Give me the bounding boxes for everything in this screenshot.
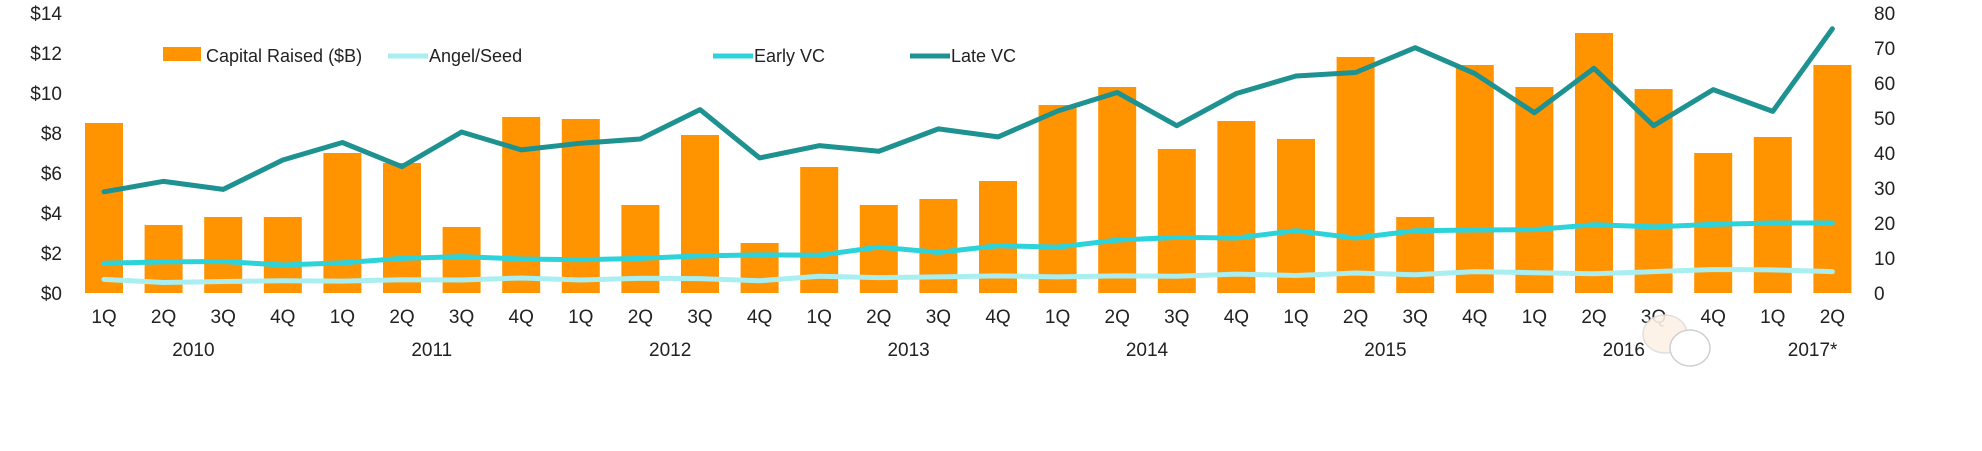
x-tick-label: 4Q <box>1701 307 1726 328</box>
x-year-label: 2013 <box>887 340 929 361</box>
x-tick-label: 2Q <box>1820 307 1845 328</box>
x-tick-label: 1Q <box>330 307 355 328</box>
x-tick-label: 4Q <box>270 307 295 328</box>
y-left-tick-label: $0 <box>41 284 62 305</box>
x-tick-label: 3Q <box>1164 307 1189 328</box>
y-left-tick-label: $2 <box>41 244 62 265</box>
wechat-icon <box>1642 314 1711 367</box>
x-year-label: 2014 <box>1126 340 1169 361</box>
x-tick-label: 1Q <box>1045 307 1070 328</box>
bar-capital-raised <box>442 227 481 293</box>
x-tick-label: 4Q <box>509 307 534 328</box>
bar-capital-raised <box>1098 87 1137 293</box>
y-right-tick-label: 60 <box>1874 74 1895 95</box>
x-tick-label: 3Q <box>687 307 712 328</box>
x-tick-label: 4Q <box>1462 307 1487 328</box>
y-left-tick-label: $12 <box>30 44 62 65</box>
bar-capital-raised <box>800 167 839 293</box>
bar-capital-raised <box>681 135 719 293</box>
x-tick-label: 1Q <box>1760 307 1785 328</box>
x-tick-label: 2Q <box>1105 307 1130 328</box>
y-right-tick-label: 70 <box>1874 39 1895 60</box>
x-tick-label: 1Q <box>1522 307 1547 328</box>
y-left-tick-label: $6 <box>41 164 62 185</box>
x-tick-label: 3Q <box>211 307 236 328</box>
x-tick-label: 1Q <box>807 307 832 328</box>
bar-capital-raised <box>561 119 600 293</box>
bar-capital-raised <box>1813 65 1852 293</box>
x-tick-label: 2Q <box>866 307 891 328</box>
x-tick-label: 3Q <box>1403 307 1428 328</box>
y-left-tick-label: $8 <box>41 124 62 145</box>
y-right-tick-label: 80 <box>1874 4 1895 25</box>
bar-capital-raised <box>1575 33 1613 293</box>
watermark-bubble <box>1669 329 1711 367</box>
legend-swatch-bar <box>163 47 201 61</box>
y-left-tick-label: $10 <box>30 84 62 105</box>
x-tick-label: 3Q <box>449 307 474 328</box>
x-year-label: 2016 <box>1603 340 1645 361</box>
x-tick-label: 1Q <box>568 307 593 328</box>
bar-capital-raised <box>1455 65 1494 293</box>
x-tick-label: 1Q <box>1283 307 1308 328</box>
bar-capital-raised <box>1515 87 1554 293</box>
x-tick-label: 1Q <box>91 307 116 328</box>
legend: Capital Raised ($B) Angel/Seed Early VC Lat… <box>163 46 1016 66</box>
bar-capital-raised <box>323 153 362 293</box>
bar-capital-raised <box>1038 105 1077 293</box>
y-right-tick-label: 20 <box>1874 214 1895 235</box>
x-tick-label: 3Q <box>926 307 951 328</box>
legend-label: Late VC <box>951 46 1016 66</box>
y-right-tick-label: 10 <box>1874 249 1895 270</box>
x-year-label: 2010 <box>172 340 214 361</box>
x-tick-label: 2Q <box>1343 307 1368 328</box>
x-tick-label: 4Q <box>747 307 772 328</box>
x-tick-label: 4Q <box>1224 307 1249 328</box>
x-year-label: 2011 <box>411 340 452 361</box>
legend-label: Early VC <box>754 46 825 66</box>
bar-capital-raised <box>1277 139 1315 293</box>
line-early-vc <box>101 220 1835 268</box>
bar-capital-raised <box>383 163 421 293</box>
bar-capital-raised <box>1336 57 1375 293</box>
line-angel-seed <box>101 267 1835 285</box>
y-left-tick-label: $4 <box>41 204 63 225</box>
bar-capital-raised <box>740 243 779 293</box>
y-left-tick-label: $14 <box>30 4 62 25</box>
y-right-tick-label: 0 <box>1874 284 1885 305</box>
legend-label: Angel/Seed <box>429 46 522 66</box>
x-tick-label: 2Q <box>151 307 176 328</box>
bar-capital-raised <box>1217 121 1256 293</box>
bar-capital-raised <box>1157 149 1196 293</box>
x-year-label: 2015 <box>1364 340 1406 361</box>
legend-label: Capital Raised ($B) <box>206 46 362 66</box>
x-tick-label: 2Q <box>628 307 653 328</box>
y-right-tick-label: 40 <box>1874 144 1895 165</box>
bar-capital-raised <box>1753 137 1792 293</box>
x-tick-label: 2Q <box>1581 307 1606 328</box>
x-tick-label: 4Q <box>985 307 1010 328</box>
x-year-label: 2017* <box>1788 340 1838 361</box>
y-right-tick-label: 50 <box>1874 109 1895 130</box>
x-year-label: 2012 <box>649 340 691 361</box>
bar-capital-raised <box>85 123 123 293</box>
y-right-tick-label: 30 <box>1874 179 1895 200</box>
x-tick-label: 2Q <box>389 307 414 328</box>
line-late-vc <box>101 26 1835 195</box>
